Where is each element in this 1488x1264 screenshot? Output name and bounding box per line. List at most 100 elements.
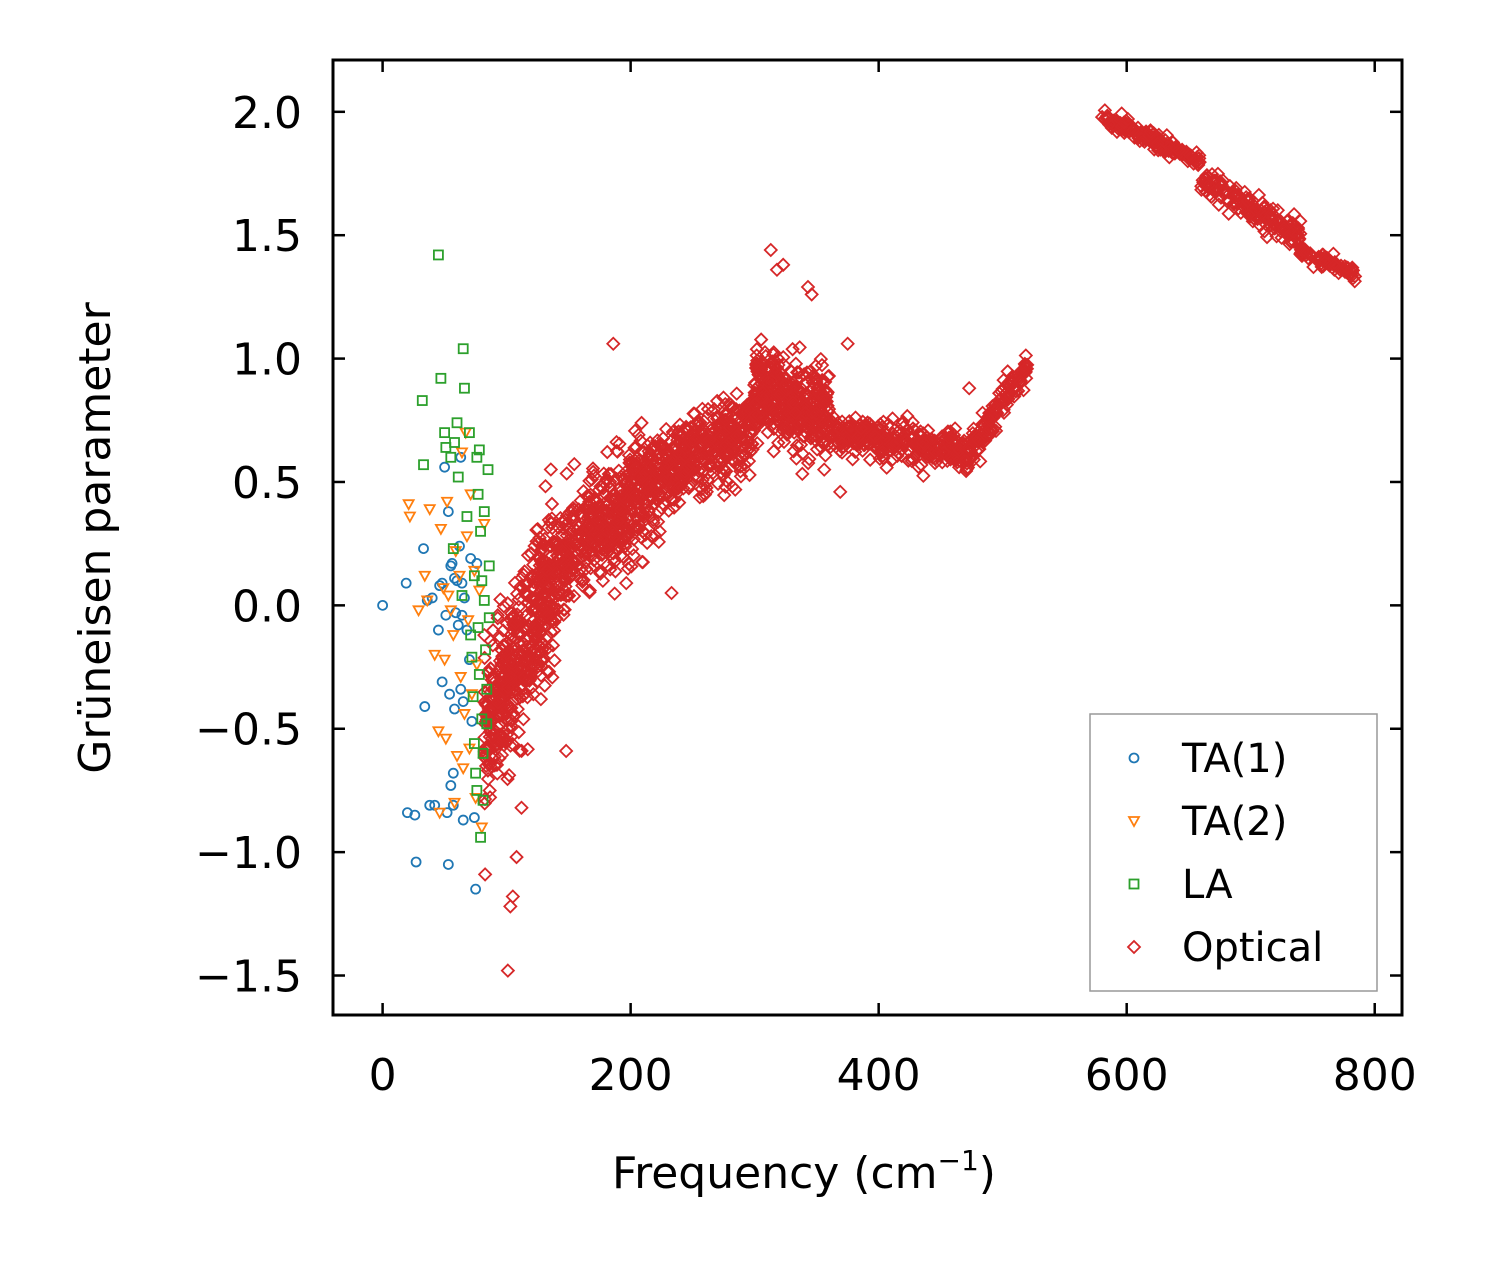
optical-point [524, 680, 539, 696]
data-point [483, 612, 495, 624]
optical-point [624, 454, 639, 470]
optical-point [547, 653, 562, 668]
optical-point [477, 867, 493, 882]
data-point [456, 609, 468, 621]
optical-point [1198, 175, 1214, 191]
optical-point [665, 491, 681, 507]
optical-point [970, 429, 985, 445]
optical-point [1290, 227, 1305, 243]
data-point [428, 649, 442, 662]
optical-point [520, 547, 536, 563]
optical-point [1125, 123, 1141, 138]
optical-point [862, 452, 878, 467]
optical-point [515, 660, 531, 676]
data-point [420, 595, 434, 608]
legend-marker-ta-1- [1128, 752, 1140, 764]
optical-point [576, 483, 591, 499]
optical-point [738, 431, 753, 446]
optical-point [612, 540, 628, 555]
optical-point [510, 626, 526, 642]
y-tick-label: −1.0 [195, 828, 302, 879]
optical-point [558, 543, 573, 559]
legend-marker-optical [1126, 939, 1142, 955]
optical-point [500, 963, 516, 978]
optical-point [736, 401, 751, 416]
y-tick-label: −0.5 [195, 705, 302, 756]
data-point [475, 822, 489, 835]
optical-point [534, 542, 550, 557]
optical-point [770, 388, 785, 403]
data-point [412, 605, 426, 618]
data-point [466, 651, 478, 663]
optical-point [1143, 124, 1158, 140]
optical-point [536, 573, 552, 589]
optical-point [816, 462, 832, 477]
optical-point [536, 595, 552, 610]
optical-point [729, 428, 744, 444]
data-point [436, 583, 450, 595]
optical-point [941, 430, 957, 445]
optical-point [523, 569, 539, 584]
optical-point [1221, 206, 1236, 221]
optical-point [651, 534, 667, 550]
optical-point [500, 680, 516, 695]
optical-point [854, 434, 869, 450]
optical-point [544, 496, 560, 512]
optical-point [1264, 206, 1280, 221]
optical-point [733, 464, 748, 479]
data-point [468, 738, 480, 749]
optical-point [770, 409, 785, 424]
data-point [410, 856, 422, 868]
data-point [457, 343, 469, 355]
plot-area [377, 103, 1363, 978]
optical-point [639, 455, 655, 471]
optical-point [1317, 255, 1333, 270]
optical-point [798, 405, 813, 421]
optical-point [1241, 207, 1256, 222]
optical-point [497, 654, 513, 669]
optical-point [804, 287, 819, 302]
data-point [439, 427, 451, 439]
optical-point [776, 434, 792, 450]
optical-point [486, 683, 502, 699]
optical-point [627, 461, 642, 477]
optical-point [506, 623, 521, 639]
optical-point [583, 487, 598, 502]
optical-point [980, 423, 996, 438]
optical-point [495, 623, 511, 638]
optical-point [924, 431, 939, 447]
optical-point [503, 671, 519, 687]
optical-point [521, 647, 536, 663]
optical-point [613, 548, 628, 564]
optical-point [927, 444, 943, 460]
optical-point [972, 454, 988, 469]
optical-point [753, 383, 768, 398]
optical-point [517, 642, 533, 658]
optical-point [763, 242, 779, 258]
optical-point [558, 743, 574, 759]
optical-point [616, 470, 632, 486]
optical-point [737, 448, 753, 463]
data-point [459, 592, 470, 604]
optical-point [897, 427, 913, 442]
optical-point [599, 545, 615, 560]
data-point [456, 590, 468, 601]
y-axis-label: Grüneisen parameter [70, 301, 121, 773]
optical-point [664, 585, 679, 601]
x-tick-label: 800 [1333, 1050, 1417, 1101]
optical-point [672, 455, 688, 470]
optical-point [850, 430, 866, 445]
y-tick-label: 0.0 [232, 581, 302, 632]
optical-point [774, 386, 789, 401]
data-point [444, 605, 458, 618]
optical-point [624, 541, 640, 557]
optical-point [873, 445, 888, 461]
optical-point [741, 453, 757, 469]
optical-point [771, 423, 786, 438]
optical-point [766, 421, 782, 437]
data-point [418, 570, 432, 583]
optical-point [627, 519, 643, 535]
x-tick-label: 400 [837, 1050, 921, 1101]
data-point [477, 748, 489, 759]
optical-point [753, 362, 769, 377]
